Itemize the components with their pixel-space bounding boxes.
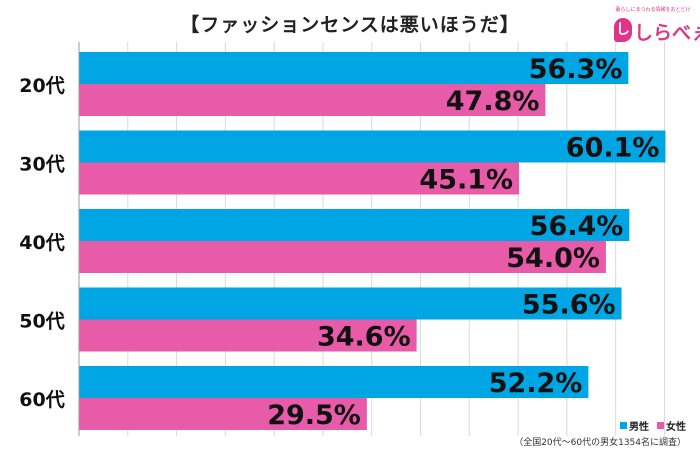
legend-label-male: 男性: [629, 422, 649, 433]
bar-male-2: [79, 209, 630, 241]
category-label-1: 30代: [19, 154, 64, 176]
data-label-female-0: 47.8%: [446, 86, 540, 117]
data-label-male-4: 52.2%: [489, 368, 583, 399]
category-label-4: 60代: [19, 389, 64, 411]
data-label-female-1: 45.1%: [419, 165, 513, 196]
legend-swatch-female: [657, 422, 664, 429]
shirabee-logo: 暮らしにまつわる情報をおとどけ し しらべぇ: [612, 6, 700, 48]
bar-female-2: [79, 241, 606, 273]
logo-tagline: 暮らしにまつわる情報をおとどけ: [615, 7, 691, 13]
legend-item-female: 女性: [657, 418, 686, 433]
chart-title: 【ファッションセンスは悪いほうだ】: [180, 14, 520, 36]
bar-female-4: [79, 398, 367, 430]
category-label-2: 40代: [19, 232, 64, 254]
bar-male-0: [79, 52, 629, 84]
data-label-female-4: 29.5%: [267, 400, 361, 431]
legend-label-female: 女性: [666, 422, 686, 433]
category-label-0: 20代: [19, 75, 64, 97]
data-label-male-2: 56.4%: [530, 211, 624, 242]
data-label-male-3: 55.6%: [522, 290, 616, 321]
bar-female-3: [79, 319, 417, 352]
data-label-male-0: 56.3%: [529, 54, 623, 85]
category-label-3: 50代: [19, 311, 64, 333]
bar-female-0: [79, 84, 546, 116]
survey-note: （全国20代～60代の男女1354名に調査）: [514, 438, 686, 448]
bar-male-4: [79, 366, 589, 398]
legend: 男性 女性: [620, 418, 686, 433]
bar-male-3: [79, 287, 622, 320]
logo-wordmark: しらべぇ: [634, 22, 700, 44]
legend-swatch-male: [620, 422, 627, 429]
data-label-male-1: 60.1%: [566, 133, 660, 164]
legend-item-male: 男性: [620, 418, 649, 433]
bar-male-1: [79, 130, 666, 163]
data-label-female-3: 34.6%: [317, 322, 411, 353]
bar-female-1: [79, 162, 520, 195]
logo-mark-icon: し: [614, 18, 632, 42]
data-label-female-2: 54.0%: [506, 243, 600, 274]
